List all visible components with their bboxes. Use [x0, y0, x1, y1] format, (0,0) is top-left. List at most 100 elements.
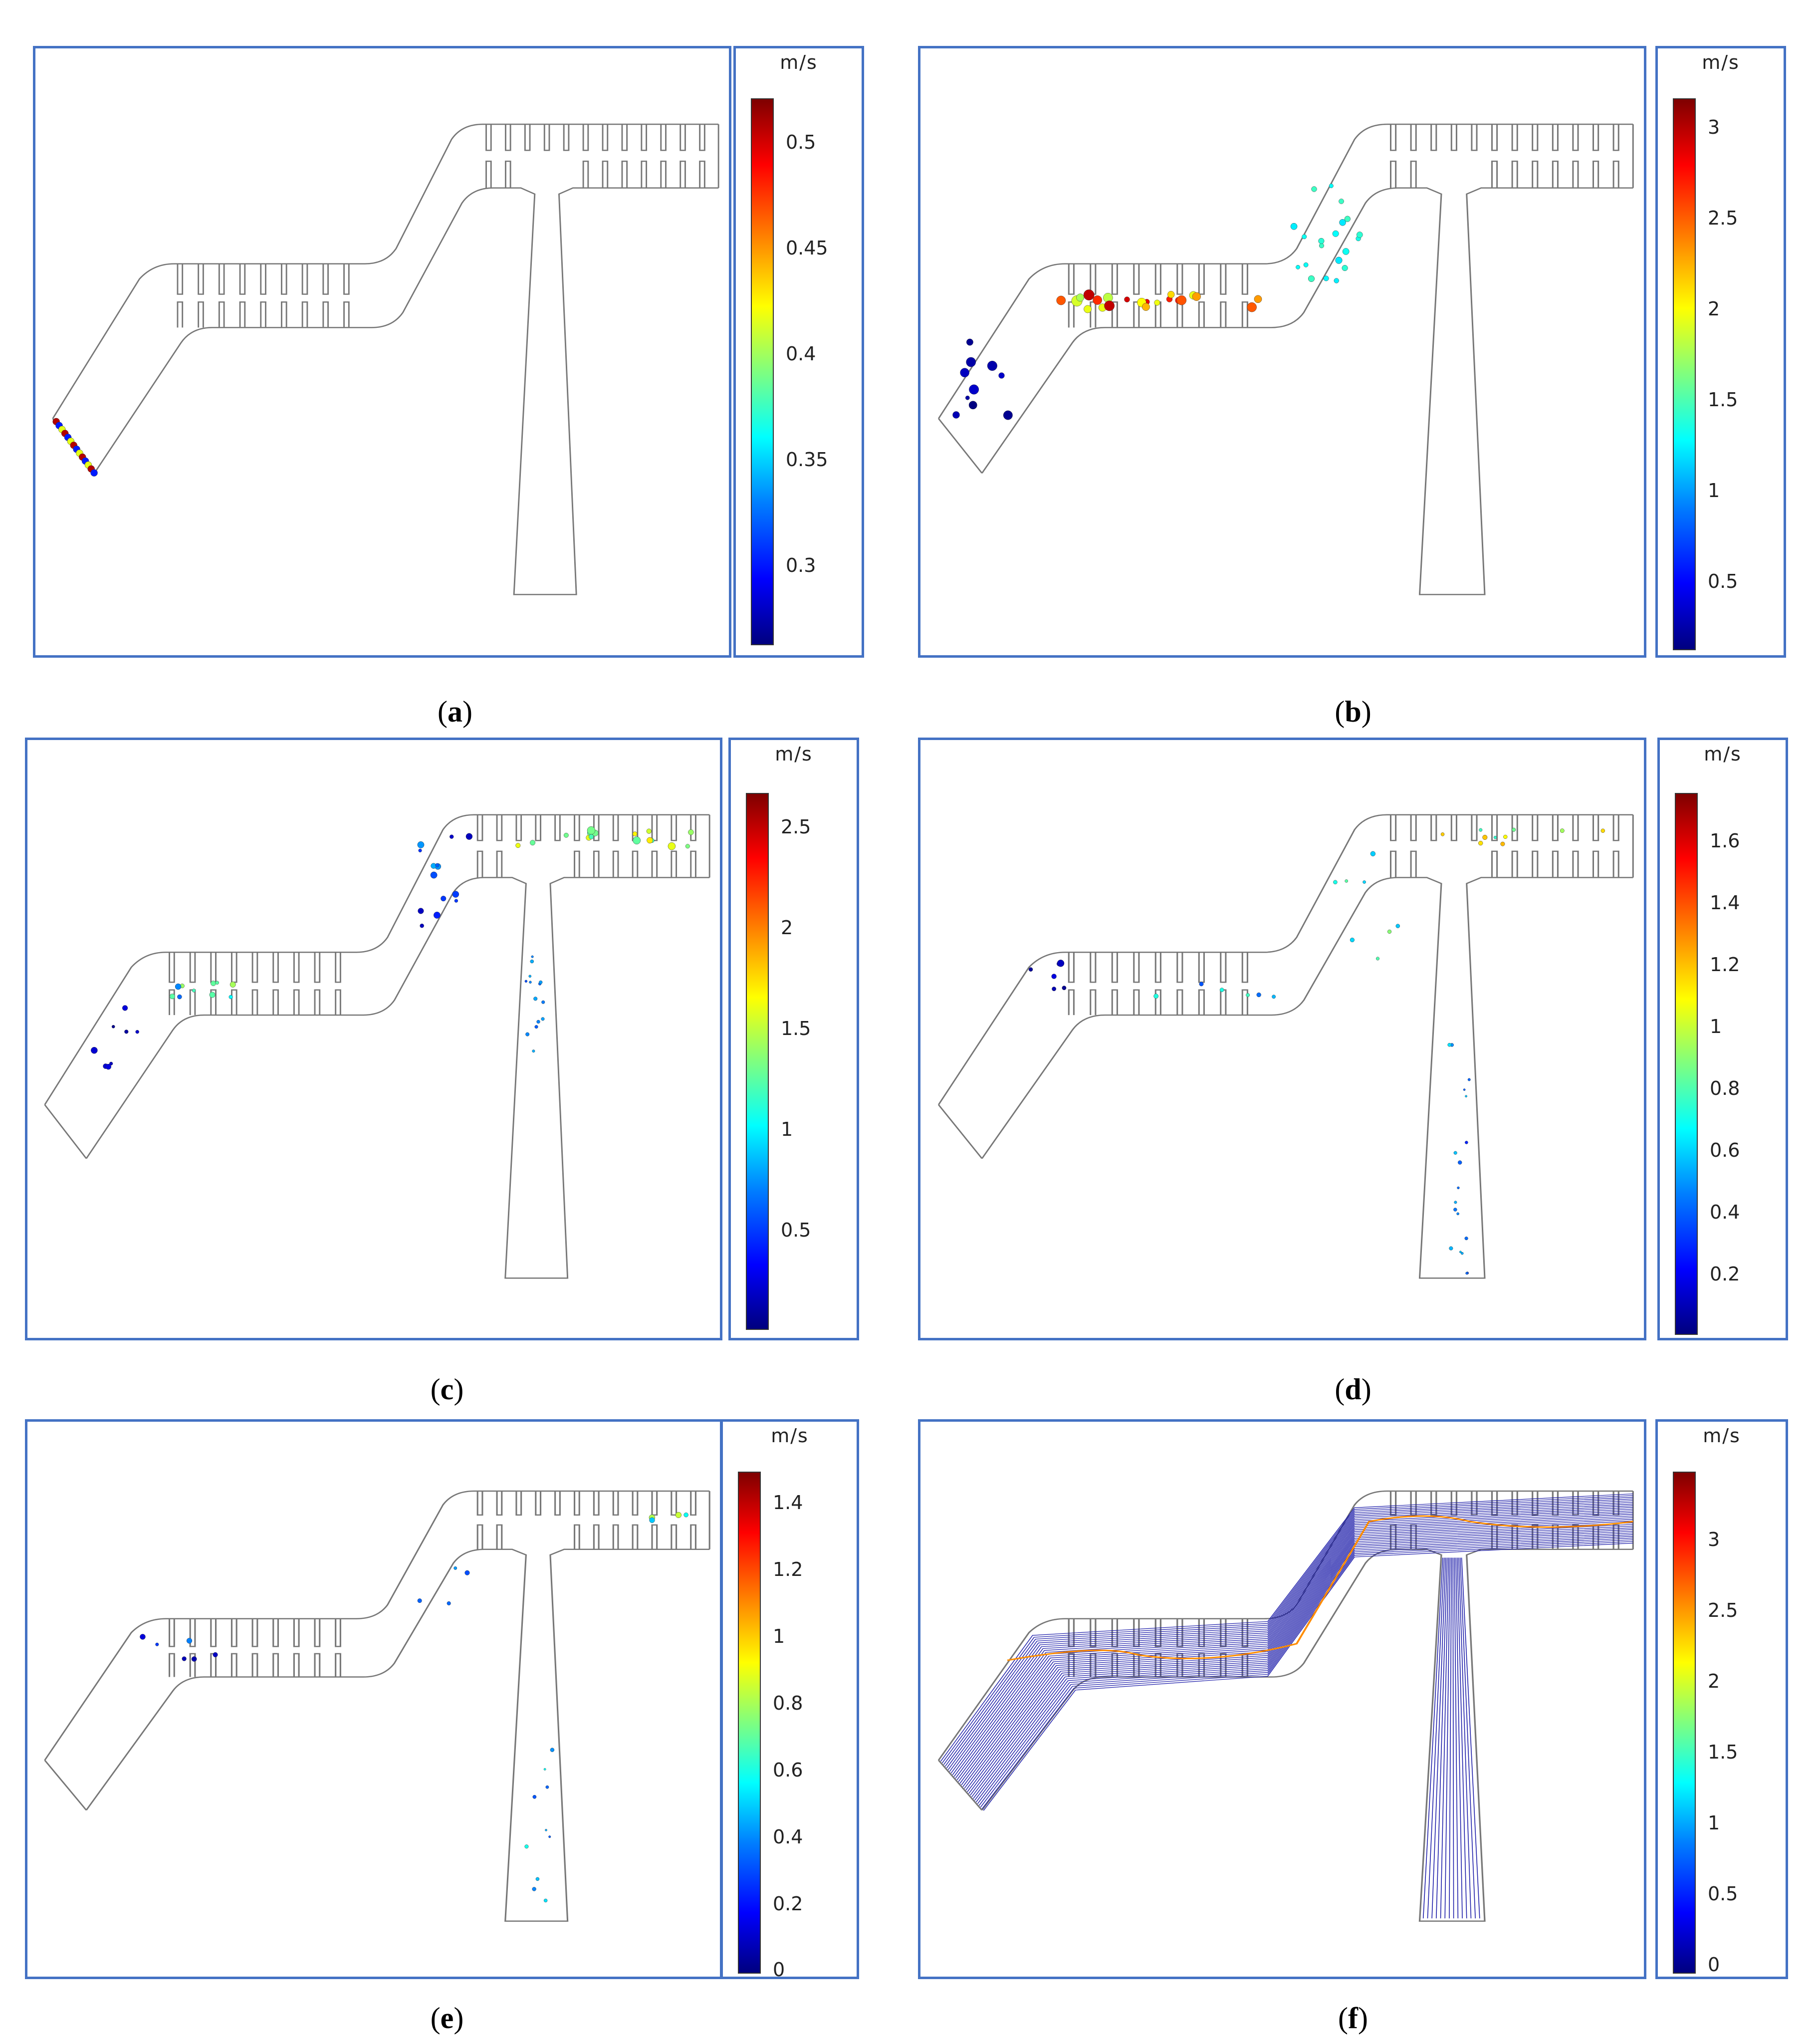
baffle-top [343, 263, 350, 295]
baffle-top [563, 124, 570, 151]
baffle-top [476, 1491, 483, 1516]
panel-b-plot [918, 46, 1646, 658]
baffle-top [1241, 952, 1248, 983]
baffle-top [1154, 952, 1161, 983]
baffle-bottom [1511, 850, 1518, 878]
streamline [949, 1504, 1633, 1772]
channel-outline [937, 123, 1634, 595]
baffle-top [515, 814, 522, 841]
baffle-bottom [210, 989, 217, 1016]
baffle-bottom [476, 850, 483, 878]
streamline [944, 1499, 1633, 1767]
particle [1076, 293, 1085, 302]
baffle-top [251, 1618, 258, 1647]
baffle-top [593, 1491, 600, 1516]
baffle-top [281, 263, 287, 295]
particle [965, 395, 970, 400]
particle [1453, 1151, 1457, 1155]
particle [186, 1638, 193, 1644]
particle [1457, 1186, 1460, 1190]
particle [541, 1000, 545, 1004]
particle [1350, 938, 1355, 943]
baffle-top [1068, 952, 1075, 983]
particle [550, 1748, 555, 1752]
baffle-top [1389, 814, 1397, 841]
streamlines [940, 1493, 1633, 1919]
baffle-top [1612, 814, 1619, 841]
colorbar-tick: 1.5 [1708, 389, 1738, 411]
particle [1342, 248, 1350, 255]
particle [530, 840, 536, 846]
baffle-bottom [496, 850, 503, 878]
particle [441, 896, 447, 902]
colorbar-gradient [1673, 1472, 1696, 1974]
panel-d-geometry [937, 814, 1634, 1279]
colorbar-tick: 0.4 [773, 1826, 803, 1848]
outlet-streamline [1431, 1557, 1446, 1919]
panel-a-colorbar: m/s 0.5 0.45 0.4 0.35 0.3 [733, 46, 864, 658]
colorbar-tick: 0.4 [1710, 1201, 1740, 1223]
baffle-bottom [1552, 160, 1559, 188]
streamline [959, 1516, 1633, 1784]
particle [1334, 278, 1339, 283]
baffle-bottom [1241, 989, 1248, 1016]
colorbar-gradient [738, 1472, 761, 1974]
particle [1318, 238, 1325, 244]
baffle-bottom [1111, 989, 1118, 1016]
particle [548, 1835, 551, 1838]
baffle-top [1410, 814, 1417, 841]
baffle-top [1133, 263, 1140, 295]
particle [418, 848, 422, 852]
caption-letter: a [448, 695, 462, 728]
panel-a-caption: (a) [438, 695, 472, 728]
baffle-bottom [1068, 1653, 1075, 1677]
baffle-top [1241, 263, 1248, 295]
baffle-bottom [574, 850, 580, 878]
channel-top-wall [937, 814, 1633, 1105]
baffle-top [1090, 263, 1097, 295]
colorbar-tick: 0.2 [773, 1893, 803, 1915]
baffle-top [690, 1491, 696, 1516]
particle [1357, 232, 1363, 238]
baffle-top [671, 814, 678, 841]
baffle-top [1612, 124, 1619, 151]
streamline [983, 1542, 1633, 1811]
baffle-top [1511, 124, 1518, 151]
colorbar-tick: 1 [773, 1625, 785, 1647]
baffle-top [1491, 124, 1498, 151]
baffle-top [231, 952, 237, 983]
particle [998, 372, 1005, 379]
baffle-top [1532, 814, 1539, 841]
particle [430, 871, 438, 879]
baffle-bottom [1532, 160, 1539, 188]
baffle-top [573, 1491, 580, 1516]
baffle-bottom [573, 1524, 580, 1549]
baffle-bottom [504, 160, 511, 188]
baffle-top [1552, 814, 1559, 841]
baffle-top [210, 1618, 217, 1647]
particle [1370, 851, 1376, 856]
colorbar-gradient [1673, 98, 1696, 650]
baffle-bottom [1410, 850, 1417, 878]
baffle-top [543, 124, 550, 151]
particle [182, 1656, 187, 1661]
baffle-top [1198, 952, 1205, 983]
baffle-bottom [660, 160, 667, 188]
particle [960, 368, 969, 378]
colorbar-tick: 0.45 [786, 237, 828, 259]
channel-outline [937, 814, 1634, 1279]
baffle-bottom [1133, 989, 1140, 1016]
particle [1256, 992, 1261, 998]
baffle-bottom [1390, 160, 1397, 188]
particle [969, 384, 979, 395]
particle [105, 1063, 111, 1070]
particle [1056, 295, 1066, 305]
baffle-top [1552, 124, 1559, 151]
baffle-bottom [1176, 301, 1183, 328]
outlet-streamline [1449, 1557, 1452, 1919]
baffle-top [1176, 263, 1183, 295]
baffle-bottom [314, 989, 321, 1016]
panel-f-geometry [937, 1490, 1634, 1922]
particle [124, 1029, 129, 1034]
colorbar-gradient [1675, 793, 1698, 1335]
